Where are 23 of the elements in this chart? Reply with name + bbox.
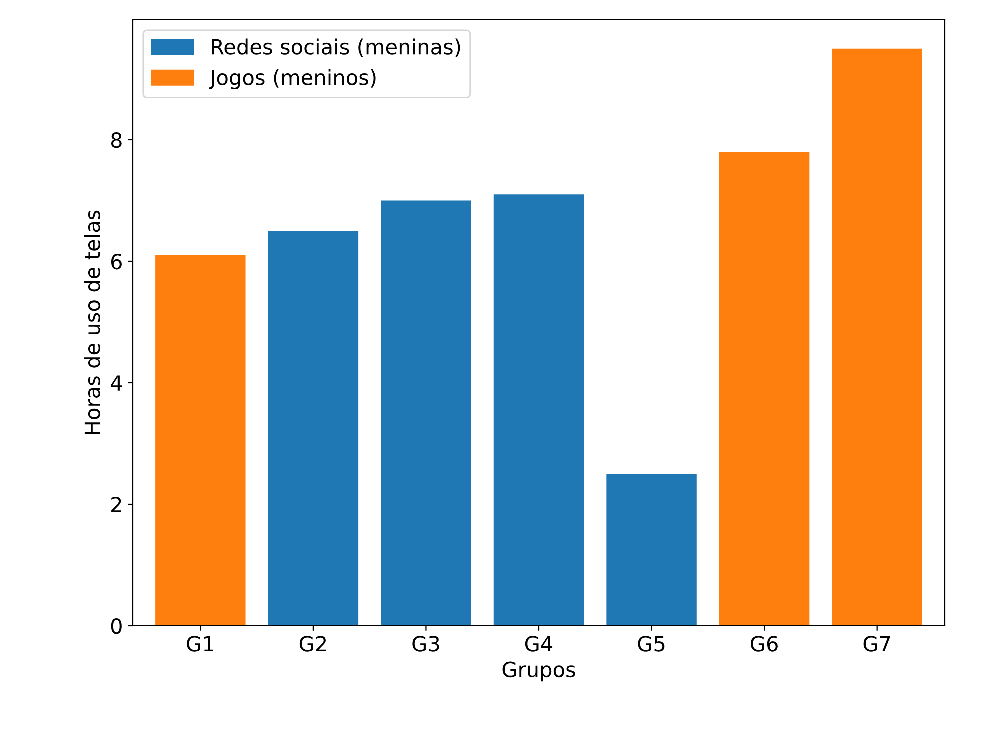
bar	[719, 152, 810, 626]
y-axis-title: Horas de uso de telas	[84, 210, 100, 434]
x-tick-label: G7	[864, 636, 890, 652]
x-tick-label: G1	[187, 636, 214, 652]
y-tick-label: 4	[111, 376, 122, 391]
x-axis-title: Grupos	[502, 662, 576, 682]
y-tick-label: 8	[111, 132, 122, 148]
x-tick-label: G3	[412, 636, 440, 652]
legend-label: Redes sociais (meninas)	[212, 38, 460, 58]
bar	[606, 474, 697, 626]
bar	[381, 200, 472, 626]
x-tick-label: G4	[525, 636, 553, 652]
bar	[268, 231, 359, 626]
y-tick-label: 2	[112, 496, 122, 512]
x-tick-label: G5	[638, 636, 665, 652]
bar	[156, 255, 246, 626]
x-tick-label: G2	[300, 636, 326, 652]
legend-label: Jogos (meninos)	[209, 69, 376, 90]
y-tick-label: 6	[111, 254, 122, 270]
bar	[494, 194, 584, 626]
bar	[832, 48, 922, 626]
x-tick-label: G6	[751, 636, 778, 652]
y-tick-label: 0	[111, 618, 122, 634]
